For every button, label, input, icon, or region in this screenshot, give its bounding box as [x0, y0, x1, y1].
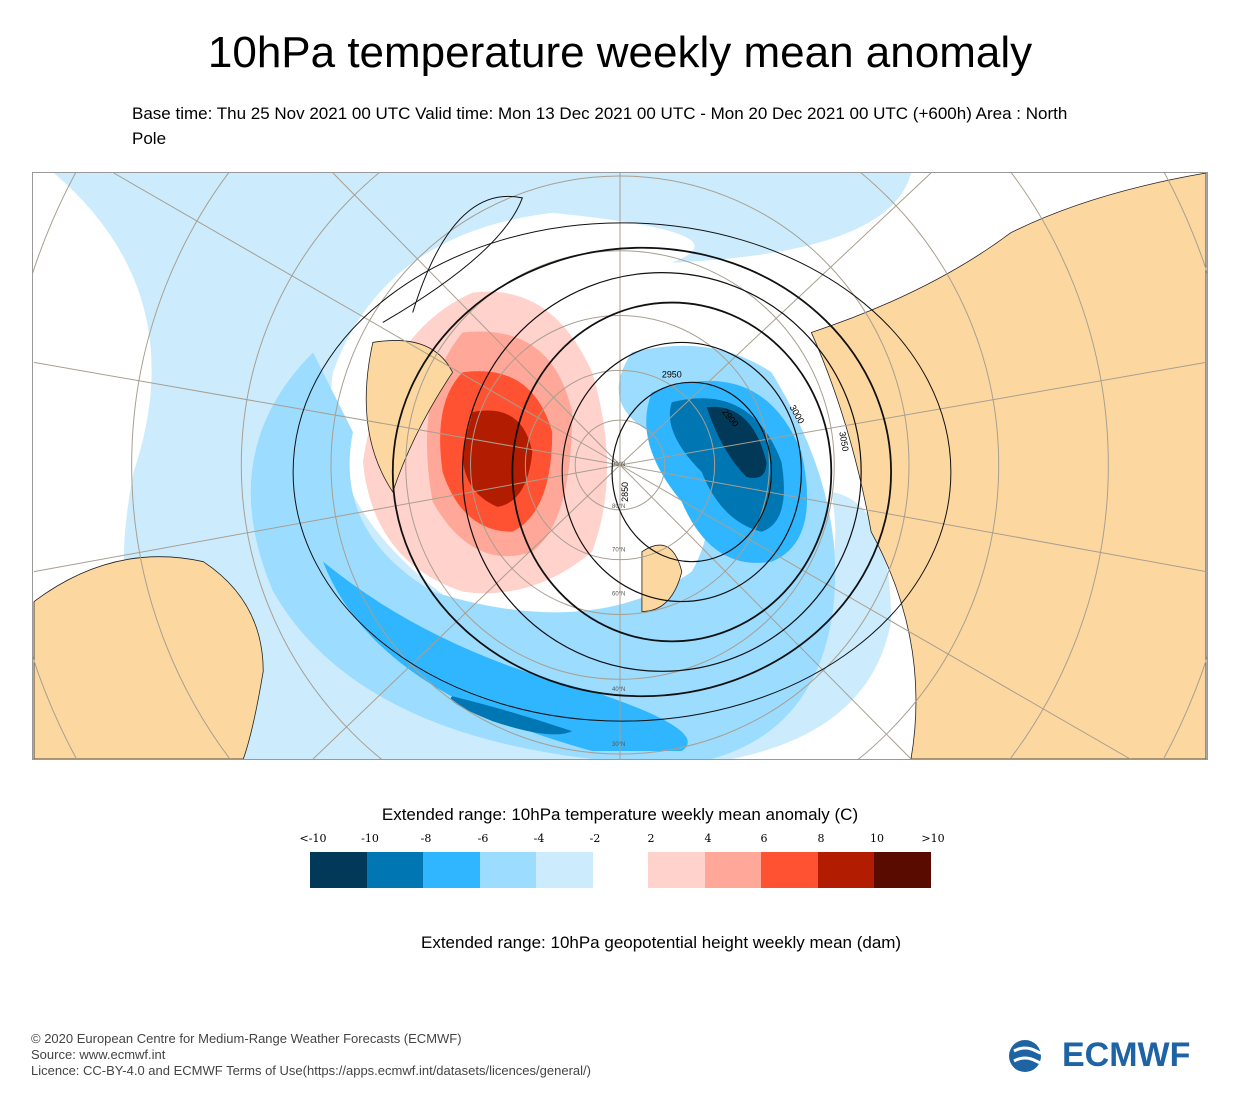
- legend-swatch: [761, 852, 818, 888]
- legend-swatch: [310, 852, 367, 888]
- ecmwf-logo: ECMWF: [1008, 1036, 1190, 1075]
- legend-swatch: [705, 852, 762, 888]
- legend-tick: 6: [760, 832, 768, 845]
- legend-tick: 2: [647, 832, 655, 845]
- contour-legend-title: Extended range: 10hPa geopotential heigh…: [421, 933, 902, 952]
- licence: Licence: CC-BY-4.0 and ECMWF Terms of Us…: [31, 1063, 591, 1078]
- polar-map: 2850 2900 2950 3000 3050 90°N 80°N 70°N …: [32, 172, 1208, 760]
- legend-swatch: [536, 852, 593, 888]
- source: Source: www.ecmwf.int: [31, 1047, 166, 1062]
- legend-swatch: [423, 852, 480, 888]
- legend-tick: <-10: [299, 832, 327, 845]
- svg-text:70°N: 70°N: [612, 548, 625, 554]
- legend-tick: -4: [533, 832, 545, 845]
- latitude-labels: 90°N 80°N 70°N 60°N 40°N 30°N: [612, 462, 625, 748]
- land: [33, 173, 1207, 759]
- legend-tick: -8: [420, 832, 432, 845]
- legend-swatch: [874, 852, 931, 888]
- legend-tick: 8: [817, 832, 825, 845]
- ecmwf-logo-icon: [1009, 1039, 1058, 1072]
- footer: © 2020 European Centre for Medium-Range …: [31, 1031, 591, 1079]
- legend-tick: -2: [589, 832, 601, 845]
- copyright: © 2020 European Centre for Medium-Range …: [31, 1031, 462, 1046]
- chart-title: 10hPa temperature weekly mean anomaly: [207, 28, 1033, 77]
- height-contours: [292, 196, 952, 722]
- contour-label: 2950: [662, 369, 682, 379]
- legend-swatch: [480, 852, 537, 888]
- svg-text:40°N: 40°N: [612, 687, 625, 693]
- contour-label: 2850: [620, 482, 630, 502]
- chart-subtitle: Base time: Thu 25 Nov 2021 00 UTC Valid …: [132, 104, 1068, 148]
- svg-text:90°N: 90°N: [612, 462, 625, 468]
- svg-text:60°N: 60°N: [612, 592, 625, 598]
- legend-tick: 4: [704, 832, 712, 845]
- legend-tick: 10: [870, 832, 884, 845]
- legend-tick: >10: [921, 832, 945, 845]
- svg-text:30°N: 30°N: [612, 742, 625, 748]
- svg-text:80°N: 80°N: [612, 504, 625, 510]
- legend-swatch: [367, 852, 424, 888]
- legend-tick: -6: [477, 832, 489, 845]
- legend-title: Extended range: 10hPa temperature weekly…: [381, 805, 859, 824]
- legend-swatch: [818, 852, 875, 888]
- legend-swatch: [648, 852, 705, 888]
- graticule: [33, 173, 1207, 759]
- contour-label: 3050: [837, 431, 850, 452]
- legend-tick: -10: [361, 832, 379, 845]
